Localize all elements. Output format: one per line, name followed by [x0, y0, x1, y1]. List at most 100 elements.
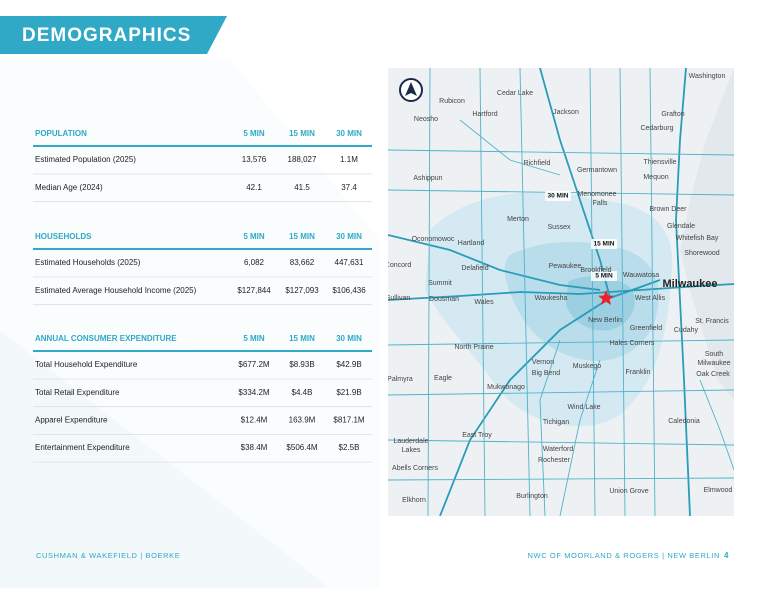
map-label: Greenfield [630, 325, 662, 332]
north-arrow-icon [405, 82, 417, 96]
cell-value: $817.1M [333, 416, 364, 425]
isochrone-label: 5 MIN [595, 273, 613, 280]
map-label: Lakes [402, 447, 421, 454]
footer-left: CUSHMAN & WAKEFIELD | BOERKE [36, 551, 180, 560]
column-header: 30 MIN [336, 129, 362, 138]
cell-value: 6,082 [244, 258, 265, 267]
map-label: New Berlin [588, 317, 622, 324]
map-labels: 30 MIN 15 MIN 5 MIN Washington Cedar Lake Rub… [386, 73, 733, 504]
map-label: Wind Lake [567, 404, 600, 411]
cell-value: 13,576 [242, 155, 267, 164]
map-label: Cedar Lake [497, 90, 533, 97]
map-label: St. Francis [695, 318, 729, 325]
map-label: Lauderdale [393, 438, 428, 445]
map-label: Jackson [553, 109, 579, 116]
map-label: Richfield [524, 160, 551, 167]
column-header: 30 MIN [336, 334, 362, 343]
cell-value: 42.1 [246, 183, 262, 192]
map-label: Mequon [643, 174, 668, 181]
row-label: Total Household Expenditure [35, 360, 138, 369]
map-label: Oconomowoc [412, 236, 455, 243]
map-label: Mukwonago [487, 384, 525, 391]
map-label: Milwaukee [697, 360, 730, 367]
row-label: Estimated Households (2025) [35, 258, 141, 267]
cell-value: $334.2M [238, 388, 269, 397]
cell-value: $2.5B [339, 443, 360, 452]
cell-value: $506.4M [286, 443, 317, 452]
row-label: Estimated Average Household Income (2025… [35, 286, 197, 295]
map-label: Brookfield [580, 267, 611, 274]
header-rule [33, 248, 372, 250]
cell-value: 188,027 [288, 155, 317, 164]
map-label: Elmwood [704, 487, 733, 494]
map-label: Germantown [577, 167, 617, 174]
map-label: Big Bend [532, 370, 561, 377]
map-label: East Troy [462, 432, 492, 439]
cell-value: $4.4B [292, 388, 313, 397]
map-label: Eagle [434, 375, 452, 382]
cell-value: $21.9B [336, 388, 361, 397]
map-label: Summit [428, 280, 452, 287]
map-label: Franklin [626, 369, 651, 376]
page-number: 4 [724, 551, 729, 560]
map-label: Falls [593, 200, 608, 207]
map-label: Ashippun [413, 175, 442, 182]
section-title: HOUSEHOLDS [35, 232, 92, 241]
map-label: Waterford [543, 446, 574, 453]
cell-value: $8.93B [289, 360, 314, 369]
map-label: Hartland [458, 240, 485, 247]
isochrone-label-box [545, 191, 571, 201]
isochrone-label: 15 MIN [594, 241, 615, 248]
map-label: Caledonia [668, 418, 700, 425]
map-label: Hartford [472, 111, 497, 118]
header-rule [33, 145, 372, 147]
cell-value: $106,436 [332, 286, 366, 295]
map-label: Grafton [661, 111, 684, 118]
section-title: POPULATION [35, 129, 87, 138]
row-label: Entertainment Expenditure [35, 443, 130, 452]
map-label: Wauwatosa [623, 272, 659, 279]
map-label: Neosho [414, 116, 438, 123]
map-label: Delafield [461, 265, 488, 272]
column-header: 5 MIN [243, 232, 265, 241]
cell-value: 447,631 [335, 258, 364, 267]
row-label: Total Retail Expenditure [35, 388, 120, 397]
column-header: 15 MIN [289, 334, 315, 343]
cell-value: $677.2M [238, 360, 269, 369]
map-label: Menomonee [578, 191, 617, 198]
column-header: 30 MIN [336, 232, 362, 241]
cell-value: 41.5 [294, 183, 310, 192]
map-label: Vernon [532, 359, 554, 366]
map-label: Dousman [429, 296, 459, 303]
site-marker [598, 290, 614, 305]
footer-right: NWC OF MOORLAND & ROGERS | NEW BERLIN [528, 551, 721, 560]
map-label: Merton [507, 216, 529, 223]
map-label: Washington [689, 73, 726, 80]
column-header: 15 MIN [289, 129, 315, 138]
map-label: Rubicon [439, 98, 465, 105]
cell-value: $127,844 [237, 286, 271, 295]
map-label: Wales [474, 299, 494, 306]
map-label: Oak Creek [696, 371, 730, 378]
map-label: South [705, 351, 723, 358]
background-shape [0, 60, 380, 588]
map-label: Rochester [538, 457, 571, 464]
title-banner [0, 16, 227, 54]
map-label: Abells Corners [392, 465, 438, 472]
map-label: Elkhorn [402, 497, 426, 504]
map-label: Cudahy [674, 327, 699, 334]
map-label: Sullivan [386, 295, 411, 302]
cell-value: 37.4 [341, 183, 357, 192]
isochrone-label-box [591, 271, 617, 281]
map-label: Glendale [667, 223, 695, 230]
map-label: Milwaukee [662, 278, 717, 290]
map-label: Burlington [516, 493, 548, 500]
cell-value: $127,093 [285, 286, 319, 295]
map-label: Pewaukee [549, 263, 582, 270]
column-header: 5 MIN [243, 334, 265, 343]
map-label: Thiensville [643, 159, 676, 166]
column-header: 5 MIN [243, 129, 265, 138]
isochrone-label: 30 MIN [548, 193, 569, 200]
map-label: Palmyra [387, 376, 413, 383]
